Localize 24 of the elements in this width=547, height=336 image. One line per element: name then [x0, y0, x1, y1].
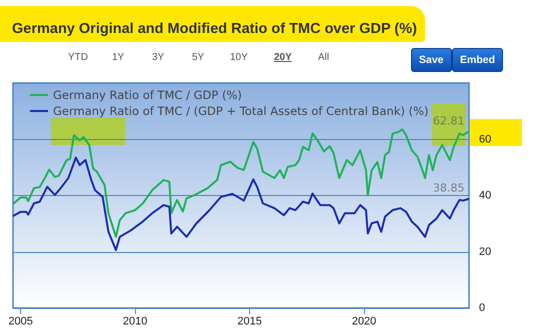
- y-tick-label: 0: [479, 302, 486, 314]
- legend-label: Germany Ratio of TMC / GDP (%): [53, 88, 242, 102]
- annotation: 38.85: [433, 182, 464, 195]
- text: 5Y: [192, 52, 204, 63]
- chart-title: Germany Original and Modified Ratio of TMC over GDP (%): [12, 21, 417, 37]
- y-tick-label: 40: [479, 190, 492, 202]
- y-tick-label: 20: [479, 246, 492, 258]
- x-tick-label: 2005: [8, 316, 33, 328]
- text: YTD: [68, 52, 88, 63]
- text: 3Y: [152, 52, 164, 63]
- text: All: [318, 52, 330, 63]
- text: Save: [411, 48, 452, 72]
- line-series: [12, 156, 470, 252]
- annotation: 62.81: [433, 114, 464, 128]
- line-series: [12, 128, 470, 238]
- y-tick-label: 60: [479, 133, 492, 146]
- text: 20Y: [274, 52, 292, 63]
- text: 1Y: [112, 52, 124, 63]
- text: 10Y: [230, 52, 248, 63]
- x-tick-label: 2010: [122, 316, 148, 328]
- legend-label: Germany Ratio of TMC / (GDP + Total Assets of Central Bank) (%): [53, 104, 429, 118]
- text: Embed: [452, 48, 504, 72]
- x-tick-label: 2015: [237, 316, 262, 328]
- x-tick-label: 2020: [352, 316, 376, 328]
